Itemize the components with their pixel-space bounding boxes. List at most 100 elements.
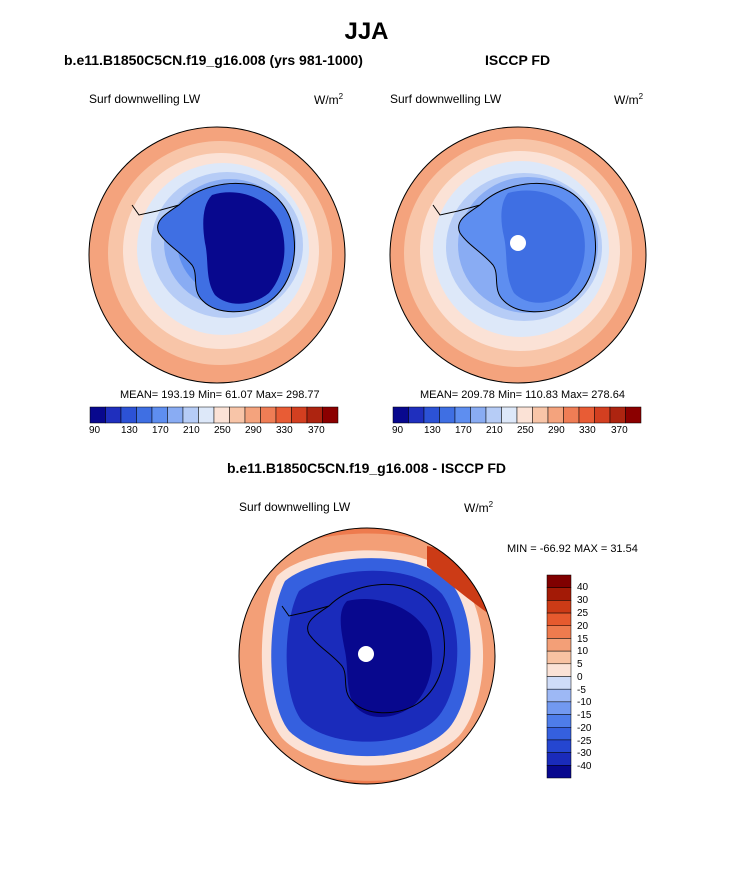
panel1-colorbar-ticks: 90 130 170 210 250 290 330 370 — [89, 425, 338, 439]
tick: 290 — [245, 425, 262, 436]
colorbar-swatch — [423, 406, 440, 424]
colorbar-swatch — [485, 406, 502, 424]
panel1-colorbar — [89, 406, 339, 424]
panel3-subtitle: b.e11.B1850C5CN.f19_g16.008 - ISCCP FD — [226, 460, 507, 476]
tick: 90 — [89, 425, 101, 436]
peninsula-coast — [131, 204, 180, 216]
coastline — [307, 583, 446, 714]
colorbar-swatch — [120, 406, 137, 424]
tick: 170 — [455, 425, 472, 436]
panel3-colorbar — [546, 574, 572, 779]
tick: -10 — [577, 697, 592, 708]
tick: 250 — [517, 425, 534, 436]
colorbar-swatch — [470, 406, 487, 424]
colorbar-swatch — [151, 406, 168, 424]
colorbar-swatch — [439, 406, 456, 424]
panel3-variable-label: Surf downwelling LW — [239, 500, 351, 514]
colorbar-swatch — [322, 406, 339, 424]
colorbar-swatch — [291, 406, 308, 424]
peninsula-coast — [281, 605, 330, 617]
tick: -25 — [577, 736, 592, 747]
colorbar-swatch — [625, 406, 642, 424]
colorbar-swatch — [594, 406, 611, 424]
colorbar-swatch — [198, 406, 215, 424]
colorbar-swatch — [546, 574, 572, 588]
panel1-stats: MEAN= 193.19 Min= 61.07 Max= 298.77 — [120, 389, 320, 401]
tick: -20 — [577, 723, 592, 734]
tick: 290 — [548, 425, 565, 436]
colorbar-swatch — [546, 663, 572, 677]
tick: 10 — [577, 646, 589, 657]
panel1-variable-label: Surf downwelling LW — [89, 92, 201, 106]
tick: 40 — [577, 582, 589, 593]
colorbar-swatch — [546, 727, 572, 741]
colorbar-swatch — [408, 406, 425, 424]
colorbar-swatch — [229, 406, 246, 424]
colorbar-swatch — [167, 406, 184, 424]
tick: 170 — [152, 425, 169, 436]
tick: 330 — [276, 425, 293, 436]
tick: 330 — [579, 425, 596, 436]
colorbar-swatch — [213, 406, 230, 424]
tick: 25 — [577, 608, 589, 619]
panel2-polar-map — [389, 126, 647, 384]
deep-negative — [340, 599, 433, 718]
colorbar-swatch — [546, 701, 572, 715]
tick: 210 — [486, 425, 503, 436]
missing-data-pole — [358, 646, 374, 662]
colorbar-swatch — [546, 739, 572, 753]
tick: 370 — [308, 425, 325, 436]
panel2-stats: MEAN= 209.78 Min= 110.83 Max= 278.64 — [420, 389, 625, 401]
colorbar-swatch — [105, 406, 122, 424]
colorbar-swatch — [501, 406, 518, 424]
colorbar-swatch — [546, 676, 572, 690]
colorbar-swatch — [546, 752, 572, 766]
tick: 370 — [611, 425, 628, 436]
missing-data-pole — [510, 235, 526, 251]
coastline — [157, 182, 296, 313]
panel3-units-label: W/m2 — [464, 500, 494, 515]
tick: -30 — [577, 748, 592, 759]
colorbar-swatch — [546, 625, 572, 639]
colorbar-swatch — [89, 406, 106, 424]
tick: -5 — [577, 685, 586, 696]
colorbar-swatch — [136, 406, 153, 424]
colorbar-swatch — [260, 406, 277, 424]
colorbar-swatch — [609, 406, 626, 424]
colorbar-swatch — [546, 587, 572, 601]
colorbar-swatch — [244, 406, 261, 424]
colorbar-swatch — [578, 406, 595, 424]
tick: 250 — [214, 425, 231, 436]
panel2-units-label: W/m2 — [614, 92, 644, 107]
colorbar-swatch — [182, 406, 199, 424]
interior-deep — [203, 192, 285, 304]
tick: 5 — [577, 659, 583, 670]
panel3-colorbar-ticks: 40 30 25 20 15 10 5 0 -5 -10 -15 -20 -25… — [577, 575, 617, 785]
tick: -40 — [577, 761, 592, 772]
colorbar-swatch — [532, 406, 549, 424]
colorbar-swatch — [546, 688, 572, 703]
tick: 20 — [577, 621, 589, 632]
tick: 0 — [577, 672, 583, 683]
colorbar-swatch — [516, 406, 533, 424]
colorbar-swatch — [275, 406, 292, 424]
panel3-polar-map — [238, 527, 496, 785]
ne-warm-patch — [427, 546, 492, 616]
panel1-polar-map — [88, 126, 346, 384]
panel2-colorbar-ticks: 90 130 170 210 250 290 330 370 — [392, 425, 641, 439]
tick: 210 — [183, 425, 200, 436]
panel2-variable-label: Surf downwelling LW — [390, 92, 502, 106]
tick: 90 — [392, 425, 404, 436]
colorbar-swatch — [547, 406, 564, 424]
colorbar-swatch — [392, 406, 409, 424]
colorbar-swatch — [546, 600, 572, 614]
tick: 15 — [577, 634, 589, 645]
tick: 130 — [121, 425, 138, 436]
colorbar-swatch — [306, 406, 323, 424]
tick: 30 — [577, 595, 589, 606]
colorbar-swatch — [546, 650, 572, 665]
panel2-colorbar — [392, 406, 642, 424]
colorbar-swatch — [546, 765, 572, 779]
colorbar-swatch — [454, 406, 471, 424]
colorbar-swatch — [546, 714, 572, 728]
